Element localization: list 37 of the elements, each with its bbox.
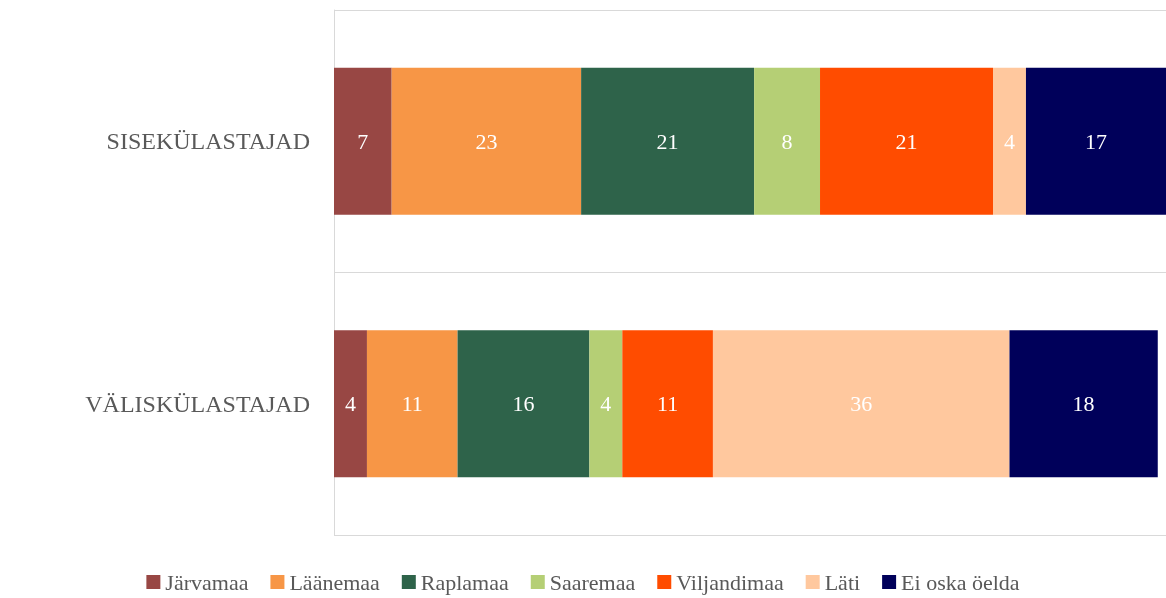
bar xyxy=(1009,330,1158,478)
bar xyxy=(334,330,367,478)
data-label: 4 xyxy=(344,391,356,417)
legend-label: Järvamaa xyxy=(165,569,249,595)
data-label: 21 xyxy=(656,128,679,154)
data-label: 17 xyxy=(1084,128,1107,154)
data-label: 11 xyxy=(657,391,679,417)
data-label: 16 xyxy=(512,391,535,417)
bar xyxy=(589,330,623,478)
legend-label: Ei oska öelda xyxy=(901,569,1020,595)
bar xyxy=(457,330,590,478)
legend-label: Viljandimaa xyxy=(676,569,784,595)
y-tick-label: VÄLISKÜLASTAJAD xyxy=(85,390,310,417)
legend-label: Läänemaa xyxy=(289,569,381,595)
bar xyxy=(391,67,582,215)
data-label: 23 xyxy=(475,128,498,154)
data-label: 8 xyxy=(781,128,793,154)
legend-label: Saaremaa xyxy=(549,569,636,595)
y-tick-label: SISEKÜLASTAJAD xyxy=(106,128,310,155)
data-label: 7 xyxy=(357,128,369,154)
data-label: 21 xyxy=(895,128,918,154)
bar xyxy=(754,67,821,215)
bar xyxy=(366,330,458,478)
bar xyxy=(1025,67,1166,215)
bar xyxy=(622,330,713,478)
data-label: 4 xyxy=(600,391,612,417)
data-label: 4 xyxy=(1003,128,1015,154)
bar xyxy=(712,330,1010,478)
bar xyxy=(581,67,755,215)
data-label: 18 xyxy=(1072,391,1095,417)
bar xyxy=(993,67,1026,215)
bar xyxy=(334,67,392,215)
data-label: 36 xyxy=(850,391,873,417)
legend-label: Läti xyxy=(824,569,861,595)
bar xyxy=(820,67,994,215)
data-label: 11 xyxy=(401,391,423,417)
legend-label: Raplamaa xyxy=(420,569,509,595)
